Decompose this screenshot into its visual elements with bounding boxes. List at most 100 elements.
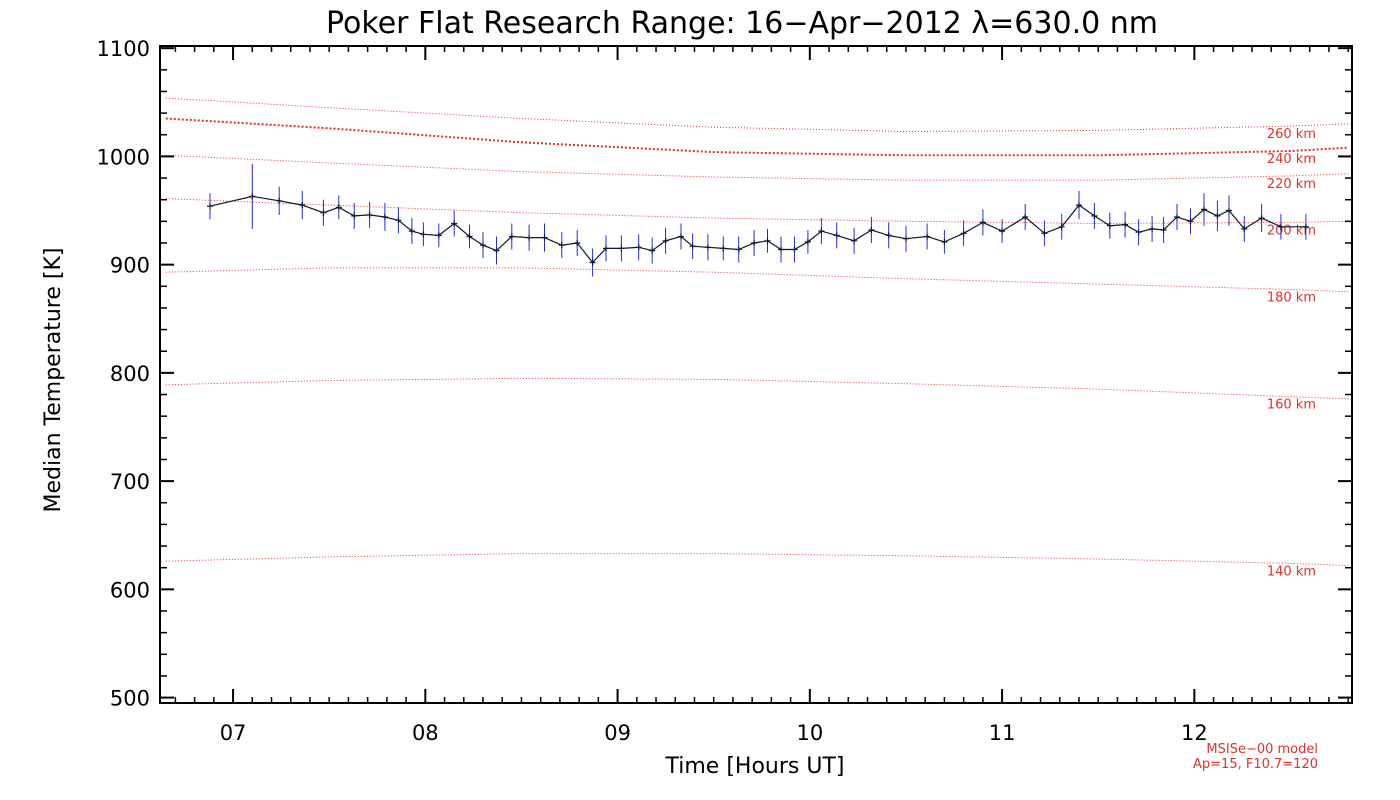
model-curve-3 xyxy=(165,198,1349,225)
plot-frame xyxy=(159,45,1353,704)
data-point xyxy=(1174,214,1180,220)
data-point xyxy=(480,242,486,249)
data-point xyxy=(1241,225,1248,232)
model-curve-label: 180 km xyxy=(1267,291,1316,306)
data-point xyxy=(851,237,858,244)
data-point xyxy=(678,233,684,240)
model-curve-4 xyxy=(165,267,1349,293)
data-point xyxy=(704,244,711,251)
x-axis-label: Time [Hours UT] xyxy=(665,754,845,779)
x-tick-label: 09 xyxy=(604,721,631,745)
data-point xyxy=(818,228,825,235)
temperature-series xyxy=(207,164,1309,277)
data-point xyxy=(1135,229,1142,236)
data-point xyxy=(299,202,306,209)
data-point xyxy=(435,232,442,239)
data-point xyxy=(1041,230,1048,237)
data-point xyxy=(751,240,758,246)
data-point xyxy=(526,234,533,241)
model-parameters-annotation: Ap=15, F10.7=120 xyxy=(1193,757,1318,772)
data-point xyxy=(979,219,986,226)
data-point xyxy=(451,220,458,227)
data-point xyxy=(381,214,388,220)
data-point xyxy=(320,209,327,216)
temperature-line xyxy=(209,195,1306,264)
data-point xyxy=(1258,215,1265,222)
data-point xyxy=(903,235,909,242)
data-point xyxy=(1106,222,1113,229)
x-tick-label: 10 xyxy=(796,721,823,745)
data-point xyxy=(603,245,609,252)
data-point xyxy=(395,217,402,224)
data-point xyxy=(662,237,669,244)
data-point xyxy=(558,242,565,249)
data-point xyxy=(574,240,581,246)
chart-title: Poker Flat Research Range: 16−Apr−2012 λ… xyxy=(326,6,1158,41)
data-point xyxy=(366,211,373,218)
data-point xyxy=(466,233,473,240)
model-curve-0 xyxy=(165,97,1349,133)
data-point xyxy=(541,234,548,241)
data-point xyxy=(493,247,500,254)
data-point xyxy=(1302,223,1309,230)
data-point xyxy=(999,228,1006,235)
y-tick-label: 500 xyxy=(110,687,150,711)
y-tick-label: 600 xyxy=(110,578,150,602)
y-axis-label: Median Temperature [K] xyxy=(41,248,66,513)
axes: 07 08 09 10 11 12 500 600 700 800 900 1000 1100 xyxy=(97,37,1353,745)
data-point xyxy=(689,243,696,250)
data-point xyxy=(508,233,515,240)
y-tick-label: 700 xyxy=(110,470,150,494)
data-point xyxy=(420,231,427,238)
data-point xyxy=(804,238,811,245)
data-point xyxy=(408,228,415,235)
data-point xyxy=(924,233,931,240)
x-tick-label: 07 xyxy=(220,721,247,745)
data-point xyxy=(868,227,875,233)
data-point xyxy=(1226,207,1232,214)
model-curve-label: 240 km xyxy=(1267,152,1316,167)
data-point xyxy=(276,197,283,204)
data-point xyxy=(833,232,840,239)
y-tick-label: 800 xyxy=(110,362,150,386)
y-tick-label: 900 xyxy=(110,254,150,278)
data-point xyxy=(635,244,642,251)
data-point xyxy=(1160,227,1167,233)
model-curve-label: 260 km xyxy=(1267,127,1316,142)
data-point xyxy=(1214,212,1221,219)
data-point xyxy=(791,246,798,253)
data-point xyxy=(589,259,596,266)
data-point xyxy=(764,237,771,244)
data-point xyxy=(778,246,784,253)
model-curve-label: 160 km xyxy=(1267,398,1316,413)
x-tick-label: 08 xyxy=(412,721,439,745)
data-point xyxy=(351,212,358,219)
x-tick-label: 12 xyxy=(1181,721,1208,745)
data-point xyxy=(1201,206,1207,213)
model-name-annotation: MSISe−00 model xyxy=(1206,742,1318,757)
data-point xyxy=(1076,202,1082,209)
data-point xyxy=(720,245,727,252)
model-curve-6 xyxy=(165,553,1349,566)
data-point xyxy=(649,247,656,254)
x-tick-label: 11 xyxy=(989,721,1016,745)
model-curve-label: 140 km xyxy=(1267,564,1316,579)
data-point xyxy=(207,203,213,210)
data-point xyxy=(249,193,256,200)
model-curve-5 xyxy=(165,377,1349,400)
data-point xyxy=(885,232,892,239)
model-curve-1 xyxy=(165,117,1349,157)
data-point xyxy=(960,230,967,237)
data-point xyxy=(1149,225,1156,232)
data-point xyxy=(1277,223,1284,230)
data-point xyxy=(1058,223,1065,230)
model-curves: 260 km 240 km 220 km 200 km 180 km 160 km 140 … xyxy=(165,97,1349,579)
data-point xyxy=(618,245,625,252)
data-point xyxy=(1122,221,1129,228)
y-tick-label: 1100 xyxy=(97,37,150,61)
data-point xyxy=(1022,214,1029,220)
y-tick-label: 1000 xyxy=(97,145,150,169)
data-point xyxy=(941,238,948,245)
data-point xyxy=(1091,212,1098,219)
